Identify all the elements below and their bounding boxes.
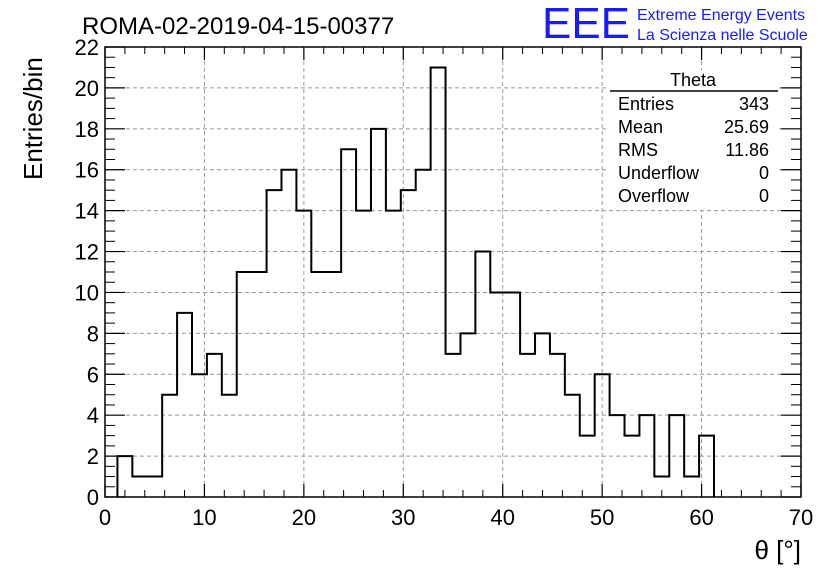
x-axis-label: θ [°] (754, 535, 801, 565)
y-tick-label: 2 (87, 444, 99, 469)
stats-label-underflow: Underflow (618, 163, 700, 183)
y-tick-label: 16 (75, 158, 99, 183)
y-tick-label: 4 (87, 403, 99, 428)
stats-label-overflow: Overflow (618, 186, 690, 206)
eee-logo: EEE Extreme Energy Events La Scienza nel… (542, 0, 808, 48)
logo-line-1: Extreme Energy Events (637, 7, 805, 24)
stats-label-entries: Entries (618, 94, 674, 114)
chart-title: ROMA-02-2019-04-15-00377 (82, 13, 394, 40)
x-tick-label: 60 (689, 505, 713, 530)
y-tick-label: 6 (87, 362, 99, 387)
histogram-outline (116, 66, 715, 497)
x-tick-label: 0 (99, 505, 111, 530)
stats-value-entries: 343 (739, 94, 769, 114)
stats-label-rms: RMS (618, 140, 658, 160)
y-axis-label: Entries/bin (18, 57, 48, 180)
x-tick-label: 40 (490, 505, 514, 530)
stats-box-background (609, 70, 779, 210)
y-tick-label: 10 (75, 280, 99, 305)
axis-tick-labels: 0 10 20 30 40 50 60 70 0 2 4 6 8 10 12 14 16 18 20 22 (75, 35, 814, 530)
stats-value-mean: 25.69 (724, 117, 769, 137)
y-tick-label: 18 (75, 117, 99, 142)
x-tick-label: 50 (590, 505, 614, 530)
stats-value-rms: 11.86 (725, 140, 769, 160)
axis-ticks (104, 46, 802, 498)
y-tick-label: 14 (75, 199, 99, 224)
x-tick-label: 20 (292, 505, 316, 530)
y-tick-label: 0 (87, 485, 99, 510)
x-tick-label: 10 (192, 505, 216, 530)
x-tick-label: 70 (789, 505, 813, 530)
stats-box: Theta Entries 343 Mean 25.69 RMS 11.86 U… (609, 70, 779, 210)
y-tick-label: 12 (75, 240, 99, 265)
stats-label-mean: Mean (618, 117, 663, 137)
logo-mark: EEE (542, 0, 630, 48)
y-tick-label: 20 (75, 76, 99, 101)
logo-line-2: La Scienza nelle Scuole (637, 27, 808, 44)
stats-box-title: Theta (670, 70, 717, 90)
y-tick-label: 8 (87, 321, 99, 346)
y-tick-label: 22 (75, 35, 99, 60)
x-tick-label: 30 (391, 505, 415, 530)
stats-value-overflow: 0 (759, 186, 769, 206)
stats-value-underflow: 0 (759, 163, 769, 183)
grid-lines (105, 47, 801, 497)
